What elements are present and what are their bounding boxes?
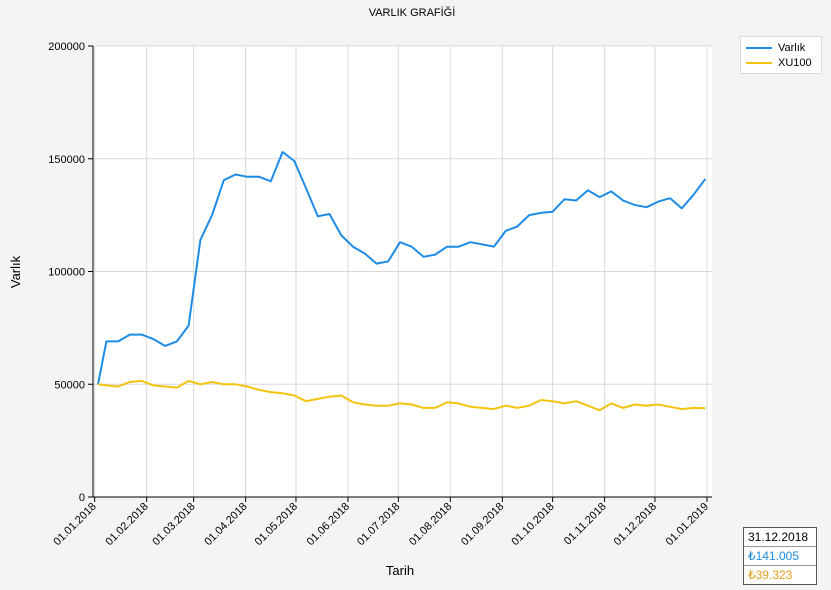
x-tick-label: 01.05.2018: [253, 501, 300, 548]
y-tick-label: 0: [79, 492, 85, 504]
legend: Varlık XU100: [740, 36, 822, 74]
legend-label-xu100: XU100: [778, 57, 812, 69]
legend-item-varlik[interactable]: Varlık: [746, 41, 805, 55]
x-tick-label: 01.09.2018: [459, 501, 506, 548]
legend-swatch-varlik: [746, 47, 772, 49]
legend-label-varlik: Varlık: [778, 42, 806, 54]
y-axis-title: Varlık: [8, 255, 23, 288]
legend-swatch-xu100: [746, 62, 772, 64]
info-xu100-value: ₺39.323: [748, 568, 793, 582]
chart-title: VARLIK GRAFİĞİ: [369, 6, 456, 19]
y-tick-label: 200000: [48, 41, 85, 53]
x-tick-label: 01.08.2018: [407, 501, 454, 548]
y-tick-label: 100000: [48, 267, 85, 279]
x-tick-label: 01.02.2018: [103, 501, 150, 548]
value-info-box: 31.12.2018 ₺141.005 ₺39.323: [743, 527, 817, 585]
x-tick-label: 01.06.2018: [305, 501, 352, 548]
info-date: 31.12.2018: [744, 528, 816, 547]
x-tick-label: 01.01.2018: [51, 501, 98, 548]
y-tick-label: 50000: [54, 379, 85, 391]
series-line-xu100: [97, 379, 706, 412]
legend-item-xu100[interactable]: XU100: [746, 56, 812, 70]
x-tick-label: 01.07.2018: [355, 501, 402, 548]
series-layer: [97, 151, 707, 412]
info-varlik-value: ₺141.005: [744, 547, 816, 566]
y-tick-label: 150000: [48, 154, 85, 166]
x-tick-label: 01.11.2018: [562, 501, 609, 548]
x-tick-label: 01.12.2018: [612, 501, 659, 548]
x-tick-label: 01.01.2019: [664, 501, 711, 548]
x-tick-label: 01.03.2018: [150, 501, 197, 548]
gridlines: [93, 45, 712, 497]
x-tick-label: 01.04.2018: [202, 501, 249, 548]
x-tick-label: 01.10.2018: [509, 501, 556, 548]
x-axis-title: Tarih: [386, 563, 414, 578]
series-line-varlik: [97, 151, 707, 385]
